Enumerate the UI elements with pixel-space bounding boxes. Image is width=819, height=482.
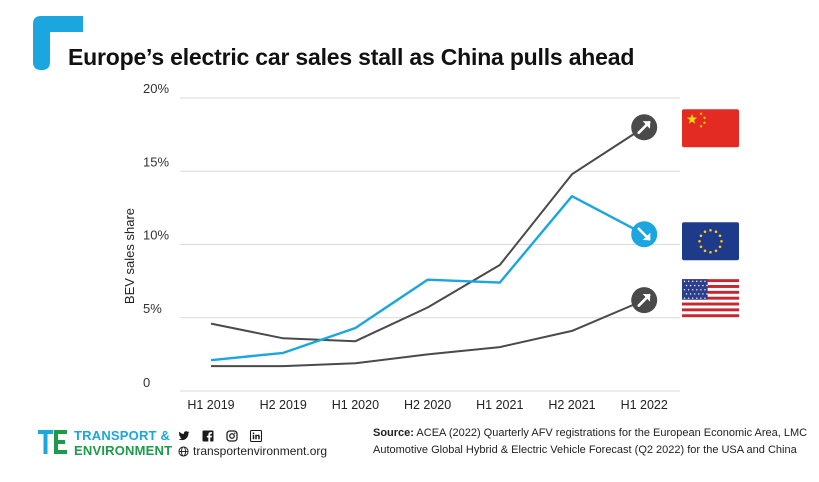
x-tick-label: H2 2019: [260, 398, 307, 412]
y-tick-label: 0: [143, 375, 150, 390]
brand-corner-mark: [33, 16, 83, 70]
x-tick-label: H1 2019: [187, 398, 234, 412]
brand[interactable]: TRANSPORT & ENVIRONMENT: [38, 428, 172, 463]
twitter-icon[interactable]: [178, 429, 190, 441]
facebook-icon[interactable]: [202, 429, 214, 442]
x-tick-label: H1 2021: [476, 398, 523, 412]
source-label: Source:: [373, 427, 414, 439]
series-line-usa: [211, 299, 645, 368]
usa-flag-icon: [682, 279, 739, 318]
y-tick-label: 10%: [143, 228, 169, 243]
y-tick-label: 20%: [143, 81, 169, 96]
linkedin-icon[interactable]: [249, 429, 263, 443]
trend-up-icon: [631, 287, 658, 314]
x-tick-label: H1 2022: [621, 398, 668, 412]
eu-flag-icon: [682, 222, 739, 261]
website-link[interactable]: transportenvironment.org: [178, 444, 327, 458]
series-line-china: [210, 126, 645, 343]
y-axis-title: BEV sales share: [122, 208, 137, 304]
page-title: Europe’s electric car sales stall as Chi…: [68, 44, 635, 70]
y-tick-label: 15%: [143, 154, 169, 169]
series-line-eu: [210, 194, 645, 362]
globe-icon: [178, 445, 189, 457]
china-flag-icon: [682, 109, 739, 148]
brand-line2: ENVIRONMENT: [74, 443, 173, 458]
trend-down-icon: [631, 221, 658, 248]
x-tick-label: H1 2020: [332, 398, 379, 412]
footer: TRANSPORT & ENVIRONMENT transportenviron…: [0, 420, 819, 482]
source-text: ACEA (2022) Quarterly AFV registrations …: [373, 427, 808, 456]
brand-line1: TRANSPORT &: [74, 428, 171, 443]
brand-logo-icon: [38, 430, 67, 454]
x-tick-label: H2 2021: [548, 398, 595, 412]
chart: 0 5% 10% 15% 20% BEV sales share H1 2019 H2 201…: [122, 81, 739, 412]
brand-name: TRANSPORT & ENVIRONMENT: [74, 428, 214, 458]
y-tick-label: 5%: [143, 301, 162, 316]
source-note: Source: ACEA (2022) Quarterly AFV regist…: [373, 425, 813, 459]
trend-up-icon: [631, 114, 658, 141]
social-links: [178, 429, 263, 443]
x-tick-label: H2 2020: [404, 398, 451, 412]
instagram-icon[interactable]: [226, 429, 238, 442]
website-text: transportenvironment.org: [193, 444, 328, 458]
